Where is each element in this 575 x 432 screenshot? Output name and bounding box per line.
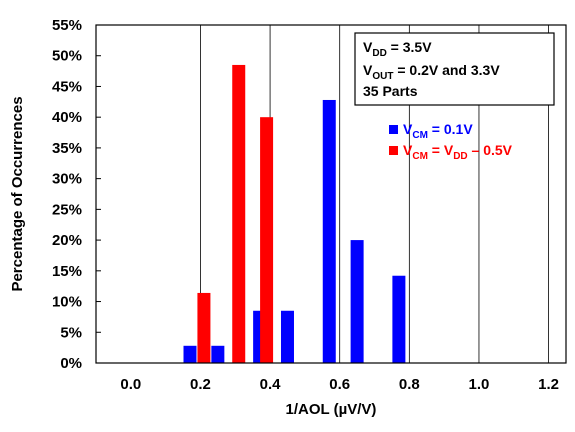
y-tick-label: 20% [52, 232, 82, 249]
y-tick-label: 30% [52, 171, 82, 188]
y-tick-label: 55% [52, 17, 82, 34]
bar-series-0 [350, 240, 364, 363]
bar-series-1 [197, 292, 211, 363]
x-tick-label: 0.2 [190, 376, 211, 393]
y-tick-label: 50% [52, 48, 82, 65]
y-tick-label: 25% [52, 201, 82, 218]
y-tick-label: 45% [52, 78, 82, 95]
x-tick-label: 1.0 [469, 376, 490, 393]
bar-series-0 [183, 345, 197, 363]
annotation-vdd: VDD = 3.5V [363, 39, 432, 59]
y-tick-label: 10% [52, 294, 82, 311]
legend: VCM = 0.1V VCM = VDD – 0.5V [389, 121, 513, 162]
annotation-box: VDD = 3.5V VOUT = 0.2V and 3.3V 35 Parts [354, 32, 555, 106]
annotation-frame [354, 32, 555, 106]
x-tick-label: 1.2 [538, 376, 559, 393]
bar-series-0 [392, 275, 406, 363]
x-axis-ticks: 0.0 0.2 0.4 0.6 0.8 1.0 1.2 [120, 376, 559, 393]
legend-label-vcm-vdd-minus-0.5v: VCM = VDD – 0.5V [403, 142, 513, 162]
legend-swatch-vcm-0.1v [389, 125, 398, 134]
annotation-parts: 35 Parts [363, 83, 418, 99]
annotation-vout: VOUT = 0.2V and 3.3V [363, 62, 500, 82]
y-axis-title: Percentage of Occurrences [9, 96, 26, 291]
plot-frame [95, 24, 567, 364]
legend-swatch-vcm-vdd-minus-0.5v [389, 146, 398, 155]
y-tick-label: 40% [52, 109, 82, 126]
legend-label-vcm-0.1v: VCM = 0.1V [403, 121, 473, 141]
x-tick-label: 0.0 [120, 376, 141, 393]
bar-series-1 [260, 117, 274, 363]
x-tick-label: 0.6 [329, 376, 350, 393]
y-tick-label: 0% [60, 355, 82, 372]
y-tick-label: 35% [52, 140, 82, 157]
bar-series-0 [211, 345, 225, 363]
x-tick-label: 0.8 [399, 376, 420, 393]
y-axis-ticks: 0% 5% 10% 15% 20% 25% 30% 35% 40% 45% 50% 55% [52, 17, 101, 372]
y-tick-label: 15% [52, 263, 82, 280]
bar-series-0 [280, 310, 294, 363]
x-tick-label: 0.4 [260, 376, 282, 393]
x-axis-title: 1/AOL (µV/V) [286, 401, 377, 418]
bar-series-0 [322, 99, 336, 363]
bars [183, 64, 406, 363]
y-tick-label: 5% [60, 324, 82, 341]
bar-series-1 [232, 64, 246, 363]
